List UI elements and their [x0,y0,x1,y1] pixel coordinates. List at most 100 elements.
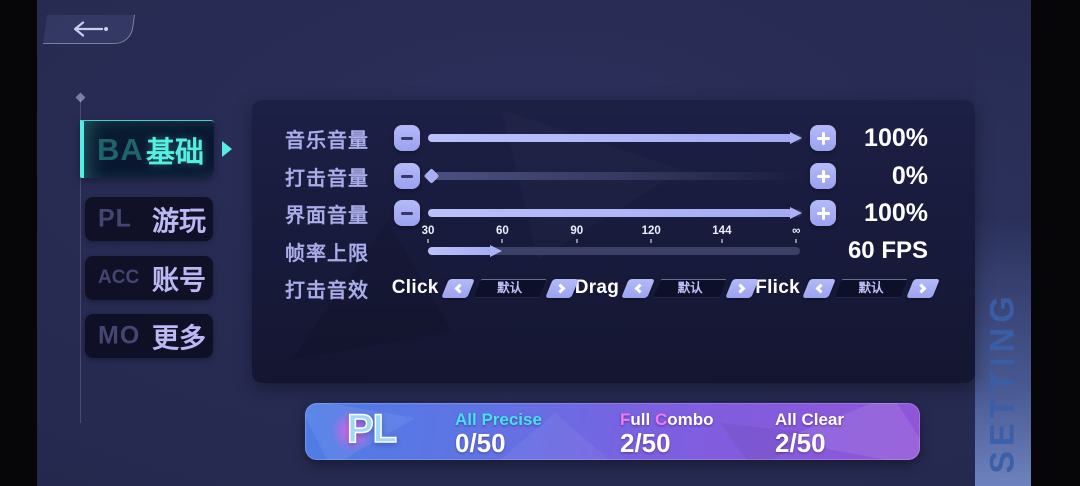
full-combo-stat: Full Combo 2/50 [620,411,770,457]
tab-more-ghost-label: MO [98,321,141,350]
full-combo-label: Full Combo [620,410,714,429]
tab-basic-ghost-label: BA [97,131,144,167]
drag-sound-value-strip: 默认 [657,279,723,298]
hit-volume-slider[interactable] [423,168,802,184]
chevron-left-icon [815,283,826,293]
hit-sound-selectors: Click 默认 Drag 默认 Flick [392,277,942,299]
settings-panel: 音乐音量 100% 打击音量 0% 界面音量 [252,100,975,383]
ui-volume-minus-button[interactable] [394,200,420,226]
flick-sound-name: Flick [755,277,800,298]
fps-tick-label: 144 [712,225,732,237]
hit-volume-row: 打击音量 0% [285,157,942,195]
tab-more-label: 更多 [152,323,206,354]
ui-volume-value: 100% [864,198,928,227]
plus-icon [816,131,830,145]
decor-line [80,98,81,423]
fps-tick-mark [650,239,653,243]
hit-volume-value: 0% [891,161,928,190]
fps-tick-mark [720,239,723,243]
back-arrow-icon [73,21,108,37]
fps-limit-label: 帧率上限 [285,242,369,265]
flick-sound-next-button[interactable] [906,278,940,298]
tab-account-label: 账号 [152,265,206,296]
click-sound-next-button[interactable] [544,278,579,298]
setting-vertical-label: SETTING [983,291,1022,474]
full-combo-value: 2/50 [620,428,671,458]
tab-account-ghost-label: ACC [98,267,140,288]
slider-arrow-icon [790,132,802,144]
chevron-left-icon [634,283,645,293]
slider-arrow-icon [490,245,503,257]
ui-volume-label: 界面音量 [285,204,369,227]
click-sound-group: Click 默认 [391,277,579,299]
chevron-left-icon [454,283,465,293]
tab-basic-label: 基础 [145,136,204,169]
music-volume-label: 音乐音量 [285,129,369,152]
all-clear-label: All Clear [775,410,844,429]
music-volume-row: 音乐音量 100% [285,119,942,157]
hit-volume-minus-button[interactable] [394,163,420,189]
flick-sound-value-strip: 默认 [838,279,904,298]
back-button[interactable] [42,15,136,44]
click-sound-value-strip: 默认 [477,279,543,298]
drag-sound-next-button[interactable] [725,278,760,298]
fps-limit-fill [428,243,503,259]
plus-icon [816,169,830,183]
chevron-right-icon [735,283,746,293]
hit-volume-label: 打击音量 [285,167,369,190]
all-precise-value: 0/50 [455,428,506,458]
drag-sound-name: Drag [574,277,620,298]
all-clear-stat: All Clear 2/50 [775,411,920,457]
fps-tick-label: 60 [495,225,509,237]
fps-tick-label: 90 [570,225,584,237]
music-volume-slider[interactable] [428,132,802,144]
music-volume-plus-button[interactable] [810,125,836,151]
flick-sound-prev-button[interactable] [802,278,836,298]
plus-icon [816,206,830,220]
tab-basic[interactable]: BA 基础 [80,120,214,178]
fps-tick-label: ∞ [792,225,801,237]
ui-volume-plus-button[interactable] [810,200,836,226]
click-sound-name: Click [391,277,439,298]
fps-tick-mark [427,239,429,243]
flick-sound-group: Flick 默认 [755,277,940,299]
drag-sound-prev-button[interactable] [621,278,656,298]
hit-sound-row: 打击音效 Click 默认 Drag 默认 [285,269,942,307]
music-volume-value: 100% [864,123,928,152]
music-volume-minus-button[interactable] [394,125,420,151]
tab-more[interactable]: MO 更多 [85,314,213,358]
music-volume-fill [428,130,802,146]
fps-tick-label: 120 [641,225,661,237]
fps-limit-slider[interactable] [428,245,800,257]
all-precise-stat: All Precise 0/50 [455,411,605,457]
click-sound-value: 默认 [497,280,523,295]
all-precise-label: All Precise [455,410,542,429]
slider-thumb-diamond[interactable] [423,168,440,184]
hit-volume-plus-button[interactable] [810,163,836,189]
fps-tick-mark [575,239,578,243]
click-sound-prev-button[interactable] [440,278,475,298]
tab-account[interactable]: ACC 账号 [85,256,213,300]
tab-play-ghost-label: PL [98,204,132,233]
all-clear-value: 2/50 [775,428,826,458]
ui-volume-row: 界面音量 100% [285,194,942,232]
active-tab-arrow-icon [222,141,232,157]
minus-icon [401,136,413,140]
tab-play[interactable]: PL 游玩 [85,197,213,241]
fps-slider-box: 30 60 90 120 144 ∞ [422,225,800,270]
slider-arrow-icon [790,207,802,219]
hit-sound-label: 打击音效 [285,279,369,302]
chevron-right-icon [555,283,566,293]
fps-limit-row: 帧率上限 30 60 90 120 144 ∞ 6 [285,225,942,270]
flick-sound-value: 默认 [858,280,884,295]
minus-icon [401,211,413,215]
tab-play-label: 游玩 [152,206,206,237]
minus-icon [401,174,413,178]
drag-sound-group: Drag 默认 [574,277,760,299]
fps-tick-mark [501,239,504,243]
ui-volume-slider[interactable] [428,207,802,219]
fps-tick-mark [795,239,798,243]
chevron-right-icon [916,283,927,293]
progress-banner: PL All Precise 0/50 Full Combo 2/50 All … [305,403,920,460]
